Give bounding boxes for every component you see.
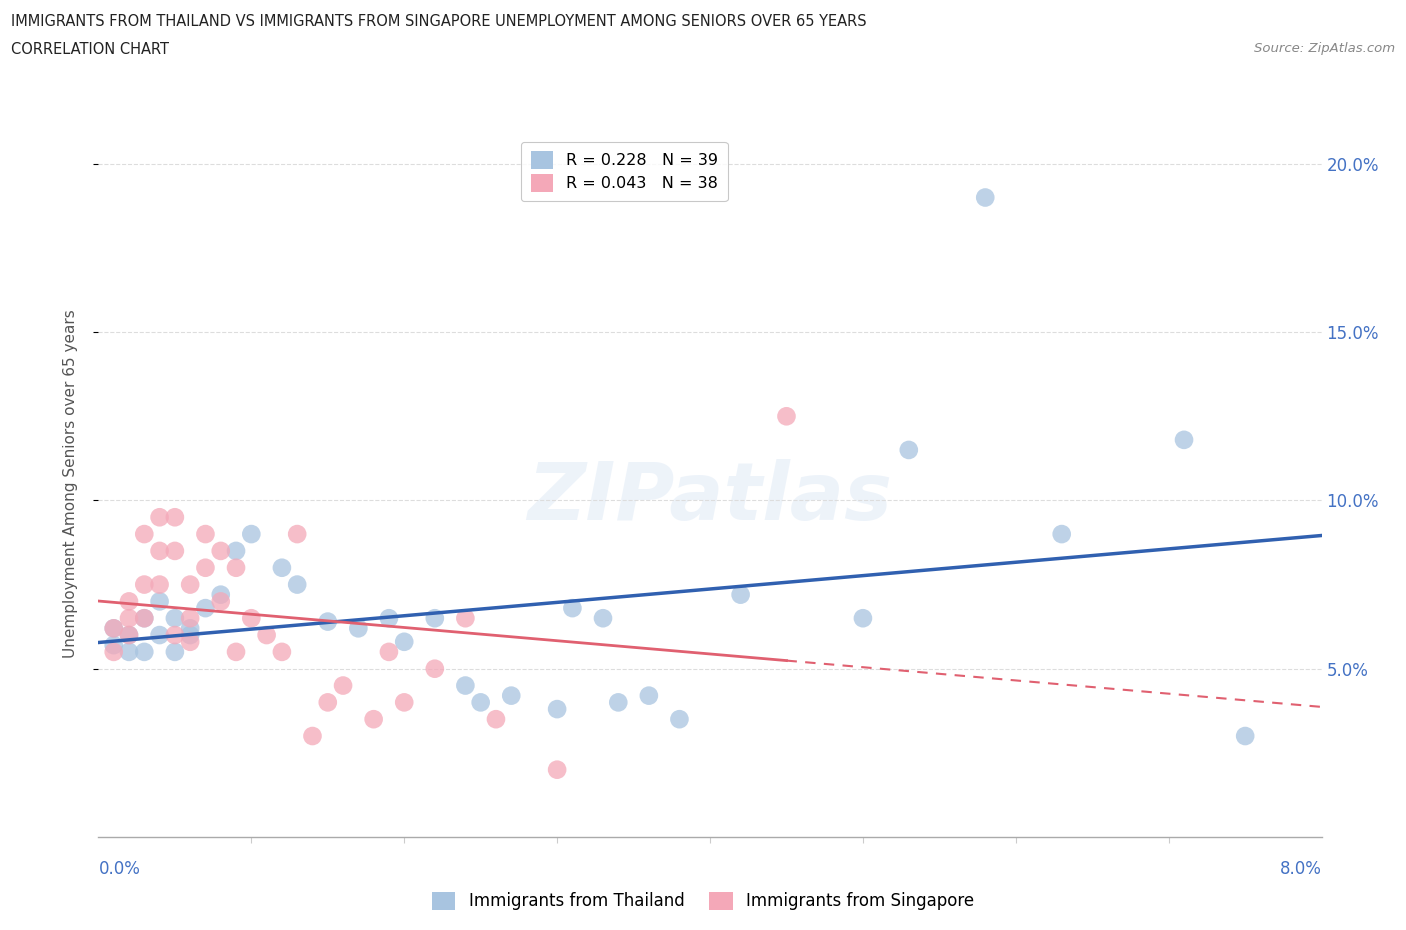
- Point: [546, 763, 568, 777]
- Point: [118, 628, 141, 643]
- Point: [163, 628, 186, 643]
- Point: [316, 614, 339, 629]
- Point: [118, 644, 141, 659]
- Point: [103, 621, 125, 636]
- Point: [392, 634, 416, 649]
- Point: [225, 543, 247, 558]
- Point: [179, 621, 201, 636]
- Point: [103, 621, 125, 636]
- Point: [194, 601, 217, 616]
- Point: [179, 611, 201, 626]
- Point: [470, 695, 492, 710]
- Point: [240, 526, 263, 541]
- Point: [561, 601, 583, 616]
- Point: [179, 628, 201, 643]
- Text: Source: ZipAtlas.com: Source: ZipAtlas.com: [1254, 42, 1395, 55]
- Point: [149, 594, 172, 609]
- Point: [668, 711, 690, 726]
- Text: CORRELATION CHART: CORRELATION CHART: [11, 42, 169, 57]
- Point: [209, 587, 232, 602]
- Point: [256, 628, 278, 643]
- Point: [332, 678, 354, 693]
- Point: [423, 661, 446, 676]
- Point: [852, 611, 875, 626]
- Legend: R = 0.228   N = 39, R = 0.043   N = 38: R = 0.228 N = 39, R = 0.043 N = 38: [522, 141, 727, 201]
- Point: [285, 578, 308, 592]
- Point: [347, 621, 370, 636]
- Point: [974, 190, 997, 205]
- Point: [240, 611, 263, 626]
- Text: 0.0%: 0.0%: [98, 860, 141, 878]
- Point: [194, 560, 217, 575]
- Point: [134, 611, 156, 626]
- Point: [163, 644, 186, 659]
- Point: [134, 611, 156, 626]
- Point: [392, 695, 416, 710]
- Point: [270, 560, 294, 575]
- Point: [103, 638, 125, 653]
- Point: [316, 695, 339, 710]
- Point: [607, 695, 630, 710]
- Point: [163, 510, 186, 525]
- Point: [454, 611, 477, 626]
- Legend: Immigrants from Thailand, Immigrants from Singapore: Immigrants from Thailand, Immigrants fro…: [425, 885, 981, 917]
- Point: [194, 526, 217, 541]
- Point: [730, 587, 752, 602]
- Point: [546, 701, 568, 716]
- Point: [301, 728, 323, 743]
- Point: [118, 611, 141, 626]
- Point: [118, 594, 141, 609]
- Point: [1234, 728, 1257, 743]
- Point: [592, 611, 614, 626]
- Y-axis label: Unemployment Among Seniors over 65 years: Unemployment Among Seniors over 65 years: [63, 310, 77, 658]
- Point: [209, 594, 232, 609]
- Point: [378, 611, 401, 626]
- Point: [225, 644, 247, 659]
- Point: [363, 711, 385, 726]
- Point: [1173, 432, 1195, 447]
- Point: [149, 628, 172, 643]
- Point: [423, 611, 446, 626]
- Point: [454, 678, 477, 693]
- Point: [149, 543, 172, 558]
- Text: ZIPatlas: ZIPatlas: [527, 458, 893, 537]
- Point: [637, 688, 661, 703]
- Point: [179, 578, 201, 592]
- Point: [378, 644, 401, 659]
- Text: 8.0%: 8.0%: [1279, 860, 1322, 878]
- Point: [118, 628, 141, 643]
- Point: [209, 543, 232, 558]
- Point: [775, 409, 797, 424]
- Point: [149, 578, 172, 592]
- Point: [163, 611, 186, 626]
- Point: [179, 634, 201, 649]
- Point: [103, 644, 125, 659]
- Point: [134, 644, 156, 659]
- Point: [149, 510, 172, 525]
- Point: [225, 560, 247, 575]
- Point: [897, 443, 920, 458]
- Point: [1050, 526, 1073, 541]
- Point: [485, 711, 508, 726]
- Point: [270, 644, 294, 659]
- Point: [163, 543, 186, 558]
- Point: [501, 688, 523, 703]
- Point: [134, 526, 156, 541]
- Point: [285, 526, 308, 541]
- Text: IMMIGRANTS FROM THAILAND VS IMMIGRANTS FROM SINGAPORE UNEMPLOYMENT AMONG SENIORS: IMMIGRANTS FROM THAILAND VS IMMIGRANTS F…: [11, 14, 868, 29]
- Point: [134, 578, 156, 592]
